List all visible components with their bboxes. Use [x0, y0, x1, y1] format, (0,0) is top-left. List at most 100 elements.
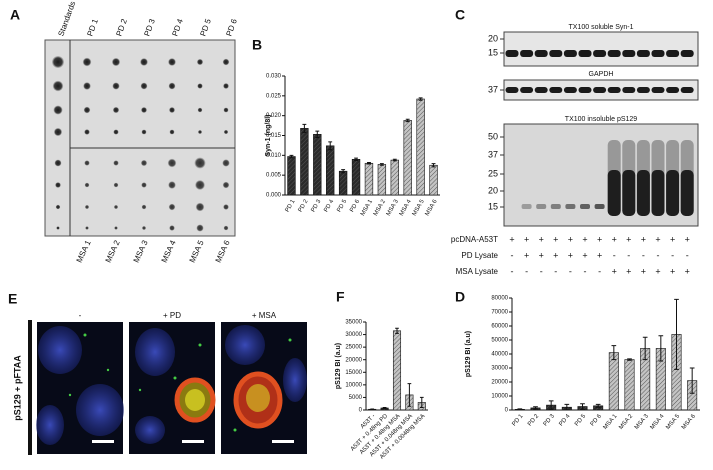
condition-sign: + — [582, 234, 587, 244]
dot — [56, 226, 60, 230]
condition-sign: + — [509, 234, 514, 244]
dot — [168, 58, 176, 66]
dot — [52, 80, 64, 92]
x-tick-label: MSA 1 — [603, 413, 619, 431]
condition-sign: + — [612, 266, 617, 276]
mw-marker: 15 — [488, 47, 498, 57]
error-bar — [407, 383, 412, 407]
dot — [52, 56, 64, 68]
condition-sign: - — [642, 250, 645, 260]
lane-label: PD 6 — [224, 17, 239, 37]
mw-marker: 20 — [488, 33, 498, 43]
y-axis-label: Syn-1 (ng/8l) — [265, 114, 272, 156]
dot — [169, 225, 175, 231]
x-tick-label: PD 3 — [543, 413, 557, 428]
y-axis-label: pS129 BI (a.u) — [335, 343, 342, 389]
error-bar — [564, 403, 570, 411]
error-bar — [627, 358, 632, 361]
smear — [680, 170, 694, 216]
condition-label: + PD — [163, 311, 181, 320]
condition-sign: + — [568, 234, 573, 244]
error-bar — [367, 161, 371, 165]
dot — [168, 203, 176, 211]
condition-sign: + — [641, 266, 646, 276]
condition-sign: - — [584, 266, 587, 276]
mw-marker: 37 — [488, 149, 498, 159]
error-bar — [354, 157, 358, 161]
lane-label: PD 4 — [170, 17, 185, 37]
band — [636, 50, 650, 57]
dot — [112, 82, 120, 90]
dot — [55, 182, 61, 188]
x-tick-label: PD 5 — [336, 198, 348, 213]
y-tick-label: 0.010 — [266, 153, 282, 159]
x-tick-label: PD 4 — [323, 198, 335, 213]
x-tick-label: PD 5 — [574, 413, 588, 428]
y-tick-label: 60000 — [491, 324, 508, 330]
error-bar — [689, 367, 695, 394]
dot — [83, 106, 91, 114]
band — [550, 204, 561, 209]
blot-title: GAPDH — [589, 71, 614, 78]
error-bar — [392, 158, 397, 162]
condition-label: + MSA — [252, 311, 277, 320]
dot — [114, 205, 118, 209]
band — [680, 87, 694, 93]
dot — [168, 181, 176, 189]
dot — [114, 226, 118, 230]
band — [651, 50, 665, 57]
x-tick-label: PD 6 — [590, 413, 604, 428]
band — [520, 87, 534, 93]
band — [622, 50, 636, 57]
panel-letter: B — [252, 37, 262, 53]
condition-label: PD Lysate — [461, 251, 498, 260]
dot — [223, 129, 229, 135]
bar — [338, 170, 348, 196]
error-bar — [341, 169, 346, 174]
condition-sign: + — [626, 234, 631, 244]
y-tick-label: 0 — [359, 408, 363, 414]
band — [607, 87, 621, 93]
condition-sign: - — [627, 250, 630, 260]
lane-label: PD 5 — [198, 17, 213, 37]
dot — [142, 226, 146, 230]
bar — [377, 164, 387, 196]
dot — [82, 57, 92, 67]
dot — [195, 180, 205, 190]
panel-letter: C — [455, 7, 465, 23]
condition-sign: + — [553, 234, 558, 244]
micrograph — [36, 322, 124, 454]
y-tick-label: 15000 — [345, 370, 362, 376]
dot — [222, 181, 230, 189]
x-tick-label: PD 1 — [285, 198, 297, 213]
dot — [198, 130, 202, 134]
error-bar — [658, 335, 664, 362]
smear — [651, 170, 665, 216]
error-bar — [418, 97, 423, 101]
error-bar — [379, 163, 384, 166]
error-bar — [642, 336, 648, 361]
dot — [84, 129, 90, 135]
smear — [666, 170, 680, 216]
band — [578, 87, 592, 93]
dot — [53, 105, 63, 115]
condition-sign: + — [582, 250, 587, 260]
lane-label: MSA 5 — [188, 238, 206, 264]
x-tick-label: MSA 2 — [618, 413, 634, 431]
condition-sign: + — [524, 250, 529, 260]
y-tick-label: 20000 — [491, 380, 508, 386]
lane-label: PD 1 — [85, 17, 100, 37]
bar — [416, 98, 425, 196]
panel-letter: D — [455, 289, 465, 305]
dot — [141, 129, 147, 135]
dot — [54, 128, 62, 136]
band — [521, 204, 532, 209]
condition-sign: + — [539, 234, 544, 244]
condition-sign: + — [626, 266, 631, 276]
condition-sign: + — [539, 250, 544, 260]
bar — [429, 164, 438, 196]
condition-sign: + — [597, 250, 602, 260]
lane-label: MSA 2 — [104, 238, 122, 264]
y-tick-label: 80000 — [491, 296, 508, 302]
